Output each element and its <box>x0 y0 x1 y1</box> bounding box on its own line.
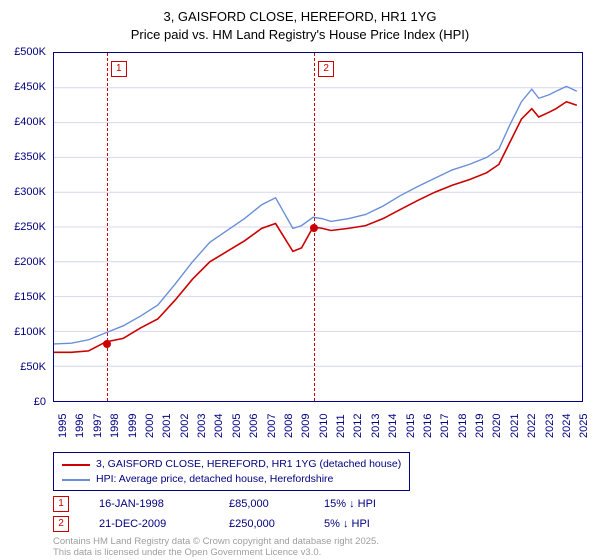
y-tick-label: £450K <box>14 81 46 93</box>
x-tick-label: 2012 <box>352 414 364 438</box>
sale-marker-badge: 2 <box>318 61 334 77</box>
x-tick-label: 2017 <box>439 414 451 438</box>
transactions-table: 1 16-JAN-1998£85,00015% ↓ HPI 2 21-DEC-2009… <box>53 494 376 534</box>
transaction-date: 16-JAN-1998 <box>99 498 229 510</box>
x-tick-label: 1995 <box>57 414 69 438</box>
transaction-badge: 1 <box>53 496 69 512</box>
transaction-delta: 5% ↓ HPI <box>324 518 370 530</box>
x-tick-label: 2006 <box>248 414 260 438</box>
x-tick-label: 1996 <box>74 414 86 438</box>
x-tick-label: 2011 <box>335 414 347 438</box>
x-tick-label: 2014 <box>387 414 399 438</box>
y-tick-label: £250K <box>14 221 46 233</box>
x-tick-label: 2010 <box>318 414 330 438</box>
chart-title: 3, GAISFORD CLOSE, HEREFORD, HR1 1YG Pri… <box>0 0 600 43</box>
x-tick-label: 2019 <box>474 414 486 438</box>
x-tick-label: 2009 <box>300 414 312 438</box>
y-tick-label: £400K <box>14 116 46 128</box>
x-tick-label: 2001 <box>161 414 173 438</box>
y-tick-label: £150K <box>14 291 46 303</box>
x-tick-label: 1999 <box>127 414 139 438</box>
y-tick-label: £300K <box>14 186 46 198</box>
attribution-line-1: Contains HM Land Registry data © Crown c… <box>53 536 379 547</box>
x-tick-label: 2004 <box>213 414 225 438</box>
y-tick-label: £50K <box>20 361 46 373</box>
transaction-date: 21-DEC-2009 <box>99 518 229 530</box>
y-tick-label: £100K <box>14 326 46 338</box>
sale-point-dot <box>310 224 318 232</box>
x-axis: 1995 1996 1997 1998 1999 2000 2001 2002 2003 2004… <box>53 404 583 454</box>
legend: 3, GAISFORD CLOSE, HEREFORD, HR1 1YG (de… <box>53 452 410 491</box>
x-tick-label: 2018 <box>457 414 469 438</box>
transaction-row: 2 21-DEC-2009£250,0005% ↓ HPI <box>53 514 376 534</box>
y-axis: £0£50K£100K£150K£200K£250K£300K£350K£400… <box>0 52 50 402</box>
plot-area: 12 <box>53 52 583 402</box>
y-tick-label: £500K <box>14 46 46 58</box>
y-tick-label: £350K <box>14 151 46 163</box>
x-tick-label: 2024 <box>561 414 573 438</box>
transaction-delta: 15% ↓ HPI <box>324 498 376 510</box>
x-tick-label: 2025 <box>578 414 590 438</box>
legend-item: HPI: Average price, detached house, Here… <box>62 472 401 487</box>
sale-marker-badge: 1 <box>111 61 127 77</box>
x-tick-label: 2003 <box>196 414 208 438</box>
x-tick-label: 1998 <box>109 414 121 438</box>
x-tick-label: 2002 <box>179 414 191 438</box>
legend-item: 3, GAISFORD CLOSE, HEREFORD, HR1 1YG (de… <box>62 457 401 472</box>
transaction-badge: 2 <box>53 516 69 532</box>
x-tick-label: 2020 <box>491 414 503 438</box>
legend-swatch <box>62 479 90 481</box>
sale-marker-line <box>107 53 108 401</box>
x-tick-label: 2013 <box>370 414 382 438</box>
x-tick-label: 2022 <box>526 414 538 438</box>
x-tick-label: 1997 <box>92 414 104 438</box>
transaction-price: £250,000 <box>229 518 324 530</box>
x-tick-label: 2000 <box>144 414 156 438</box>
chart-container: 3, GAISFORD CLOSE, HEREFORD, HR1 1YG Pri… <box>0 0 600 560</box>
transaction-price: £85,000 <box>229 498 324 510</box>
y-tick-label: £0 <box>34 396 46 408</box>
legend-label: 3, GAISFORD CLOSE, HEREFORD, HR1 1YG (de… <box>96 457 401 472</box>
x-tick-label: 2008 <box>283 414 295 438</box>
y-tick-label: £200K <box>14 256 46 268</box>
legend-swatch <box>62 464 90 466</box>
title-line-1: 3, GAISFORD CLOSE, HEREFORD, HR1 1YG <box>0 8 600 26</box>
x-tick-label: 2015 <box>405 414 417 438</box>
transaction-row: 1 16-JAN-1998£85,00015% ↓ HPI <box>53 494 376 514</box>
sale-point-dot <box>103 340 111 348</box>
legend-label: HPI: Average price, detached house, Here… <box>96 472 333 487</box>
x-tick-label: 2007 <box>266 414 278 438</box>
title-line-2: Price paid vs. HM Land Registry's House … <box>0 26 600 44</box>
x-tick-label: 2021 <box>509 414 521 438</box>
x-tick-label: 2005 <box>231 414 243 438</box>
attribution-line-2: This data is licensed under the Open Gov… <box>53 547 379 558</box>
x-tick-label: 2016 <box>422 414 434 438</box>
attribution: Contains HM Land Registry data © Crown c… <box>53 536 379 559</box>
x-tick-label: 2023 <box>544 414 556 438</box>
